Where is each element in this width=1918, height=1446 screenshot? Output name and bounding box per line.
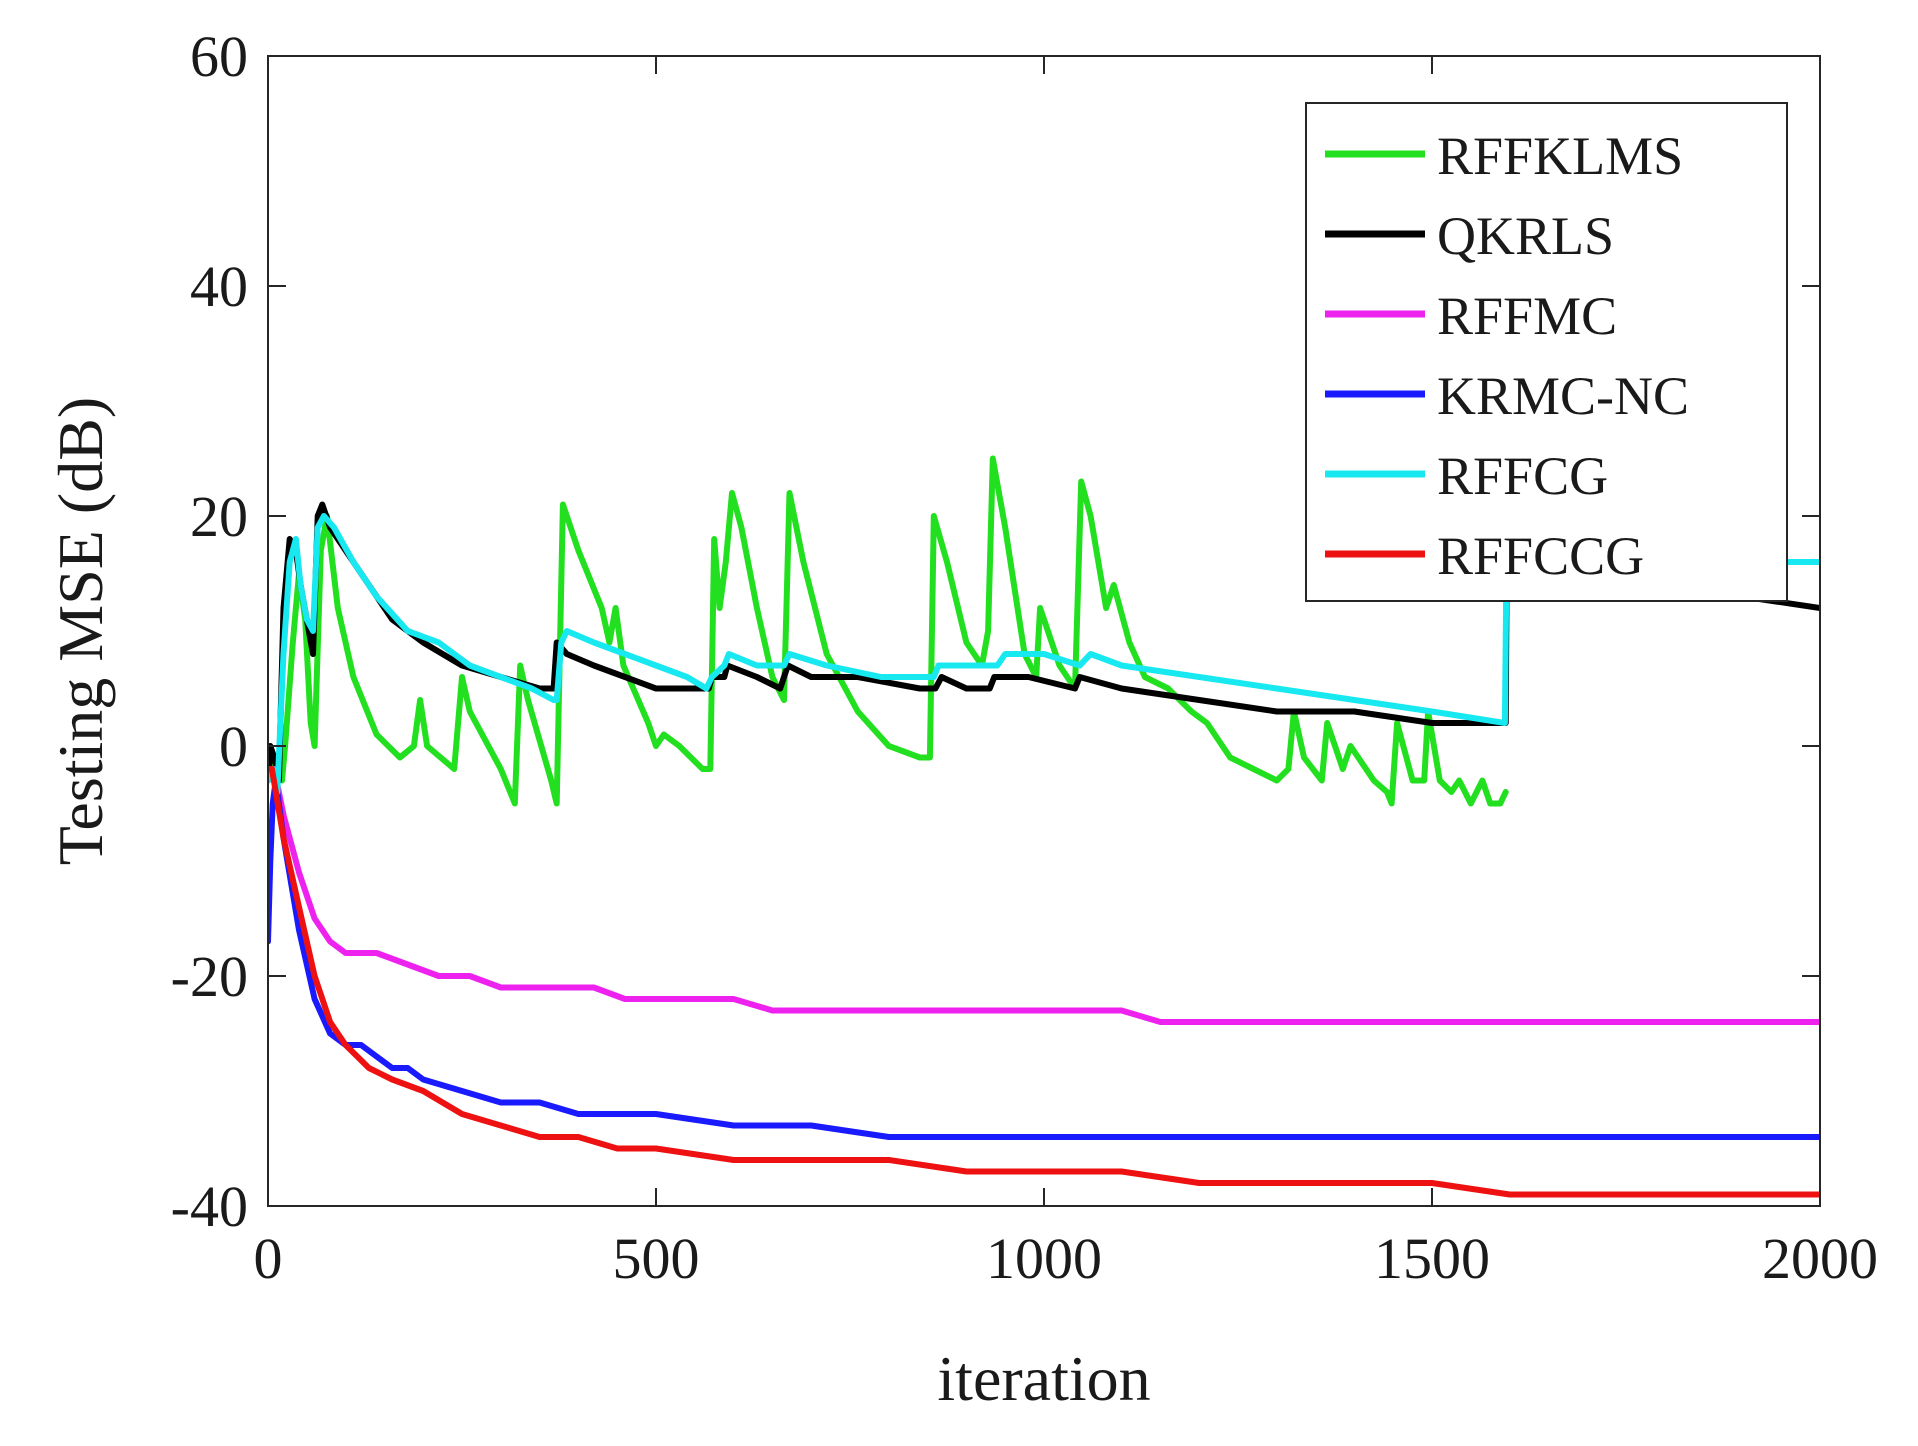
y-tick-labels: 60 40 20 0 -20 -40	[171, 24, 248, 1239]
x-tick-labels: 0 500 1000 1500 2000	[254, 1226, 1879, 1291]
legend-label-rffklms: RFFKLMS	[1437, 126, 1683, 186]
y-tick-label: 40	[190, 254, 248, 319]
y-tick-label: -20	[171, 944, 248, 1009]
legend-box	[1305, 102, 1788, 602]
legend-label-rffmc: RFFMC	[1437, 286, 1617, 346]
series-line-rffklms	[268, 455, 1509, 807]
legend-label-rffccg: RFFCCG	[1437, 526, 1644, 586]
x-tick-label: 2000	[1762, 1226, 1878, 1291]
legend-label-krmc-nc: KRMC-NC	[1437, 366, 1689, 426]
y-tick-label: 0	[219, 714, 248, 779]
x-tick-label: 0	[254, 1226, 283, 1291]
x-tick-label: 1500	[1374, 1226, 1490, 1291]
y-tick-label: 60	[190, 24, 248, 89]
y-axis-label: Testing MSE (dB)	[45, 397, 116, 865]
legend-label-qkrls: QKRLS	[1437, 206, 1614, 266]
legend: RFFKLMS QKRLS RFFMC KRMC-NC RFFCG RFFCCG	[1305, 102, 1788, 602]
series-layer	[268, 455, 1820, 1198]
x-tick-label: 500	[613, 1226, 700, 1291]
series-line-rffcg	[268, 513, 1820, 795]
legend-label-rffcg: RFFCG	[1437, 446, 1608, 506]
y-tick-label: -40	[171, 1174, 248, 1239]
x-axis-label: iteration	[937, 1343, 1150, 1414]
series-line-rffccg	[268, 766, 1820, 1198]
series-line-krmc-nc	[268, 777, 1820, 1140]
ticks-layer	[267, 55, 1821, 1207]
series-line-rffmc	[268, 766, 1820, 1025]
y-tick-label: 20	[190, 484, 248, 549]
x-tick-label: 1000	[986, 1226, 1102, 1291]
